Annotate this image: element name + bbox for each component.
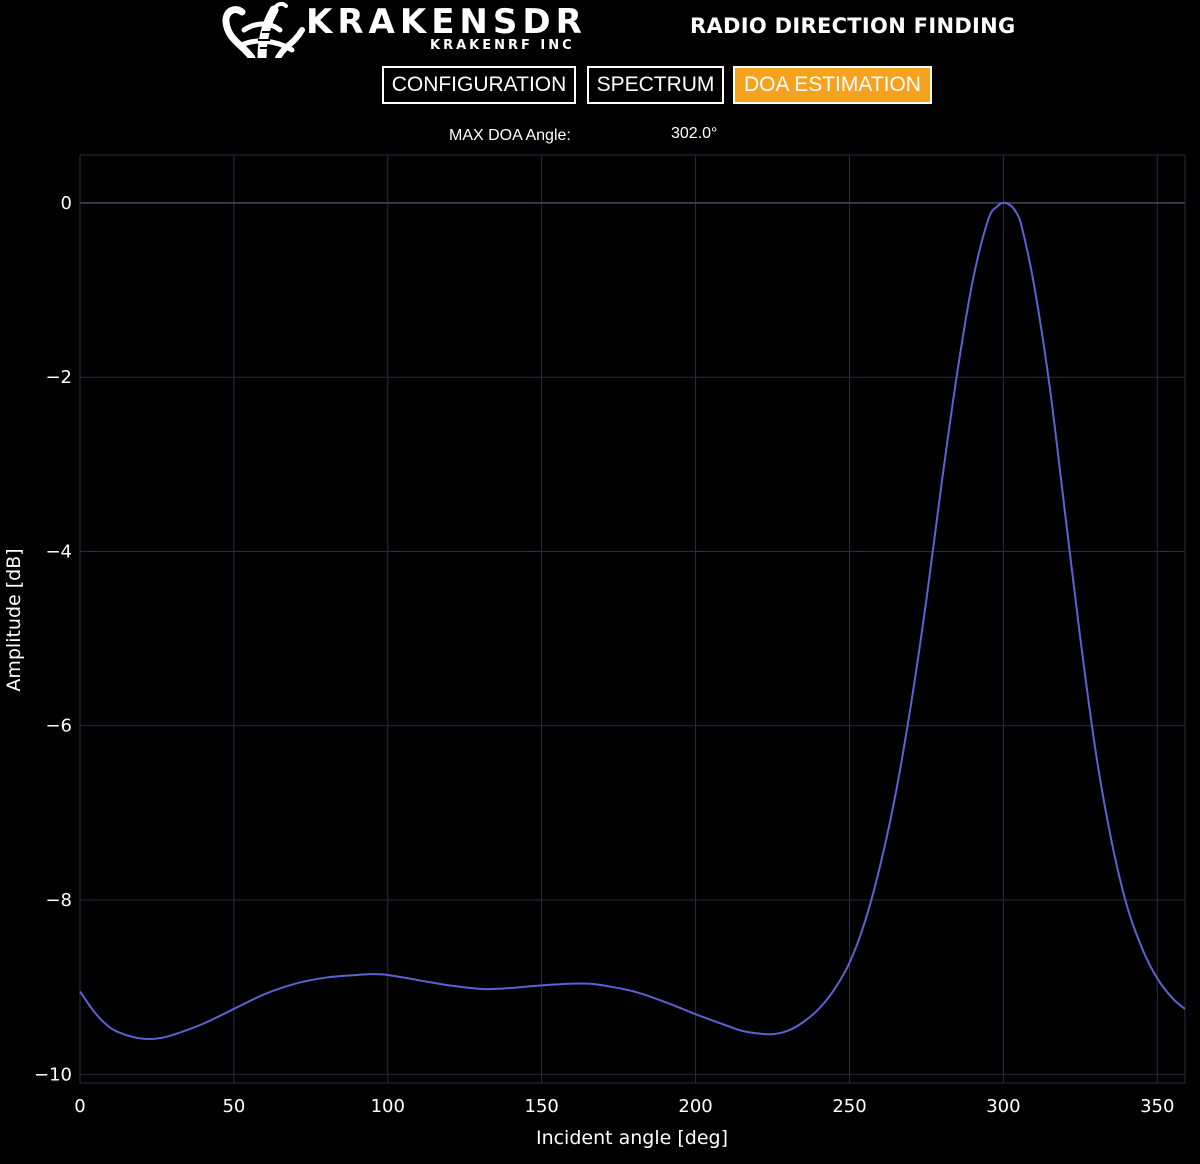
x-tick-label: 100 bbox=[371, 1096, 405, 1117]
x-tick-label: 50 bbox=[222, 1096, 245, 1117]
app-title: RADIO DIRECTION FINDING bbox=[690, 14, 1016, 38]
tab-configuration[interactable]: CONFIGURATION bbox=[382, 66, 576, 104]
x-tick-label: 150 bbox=[525, 1096, 559, 1117]
x-tick-label: 200 bbox=[678, 1096, 712, 1117]
krakensdr-logo: KRAKENSDR KRAKENRF INC bbox=[222, 0, 582, 58]
doa-spectrum-chart[interactable]: 0 50 100 150 200 250 300 350 0 −2 −4 −6 −8 −10 Incid… bbox=[0, 150, 1200, 1164]
grid bbox=[79, 154, 1186, 1084]
y-tick-label: −10 bbox=[34, 1064, 72, 1085]
x-tick-label: 0 bbox=[74, 1096, 85, 1117]
x-tick-label: 350 bbox=[1140, 1096, 1174, 1117]
tab-doa-estimation[interactable]: DOA ESTIMATION bbox=[733, 66, 932, 104]
x-tick-label: 300 bbox=[986, 1096, 1020, 1117]
tab-spectrum[interactable]: SPECTRUM bbox=[587, 66, 724, 104]
y-tick-labels: 0 −2 −4 −6 −8 −10 bbox=[34, 193, 72, 1085]
y-axis-title: Amplitude [dB] bbox=[3, 548, 25, 691]
max-doa-value: 302.0° bbox=[671, 125, 718, 142]
plot-border bbox=[79, 154, 1186, 1084]
x-axis-title: Incident angle [deg] bbox=[536, 1127, 728, 1149]
x-tick-labels: 0 50 100 150 200 250 300 350 bbox=[74, 1096, 1174, 1117]
doa-amplitude-line bbox=[79, 201, 1186, 1040]
kraken-tentacle-icon bbox=[222, 1, 305, 58]
y-tick-label: −6 bbox=[45, 716, 72, 737]
y-tick-label: −8 bbox=[45, 890, 72, 911]
header: KRAKENSDR KRAKENRF INC RADIO DIRECTION F… bbox=[0, 0, 1200, 60]
max-doa-readout: MAX DOA Angle: 302.0° bbox=[0, 124, 1200, 148]
logo-wordmark: KRAKENSDR bbox=[306, 2, 587, 42]
y-tick-label: −2 bbox=[45, 367, 72, 388]
y-tick-label: −4 bbox=[45, 541, 72, 562]
max-doa-label: MAX DOA Angle: bbox=[449, 127, 571, 144]
y-tick-label: 0 bbox=[61, 193, 72, 214]
plot-area[interactable] bbox=[80, 155, 1185, 1083]
logo-subtext: KRAKENRF INC bbox=[430, 38, 575, 53]
x-tick-label: 250 bbox=[832, 1096, 866, 1117]
